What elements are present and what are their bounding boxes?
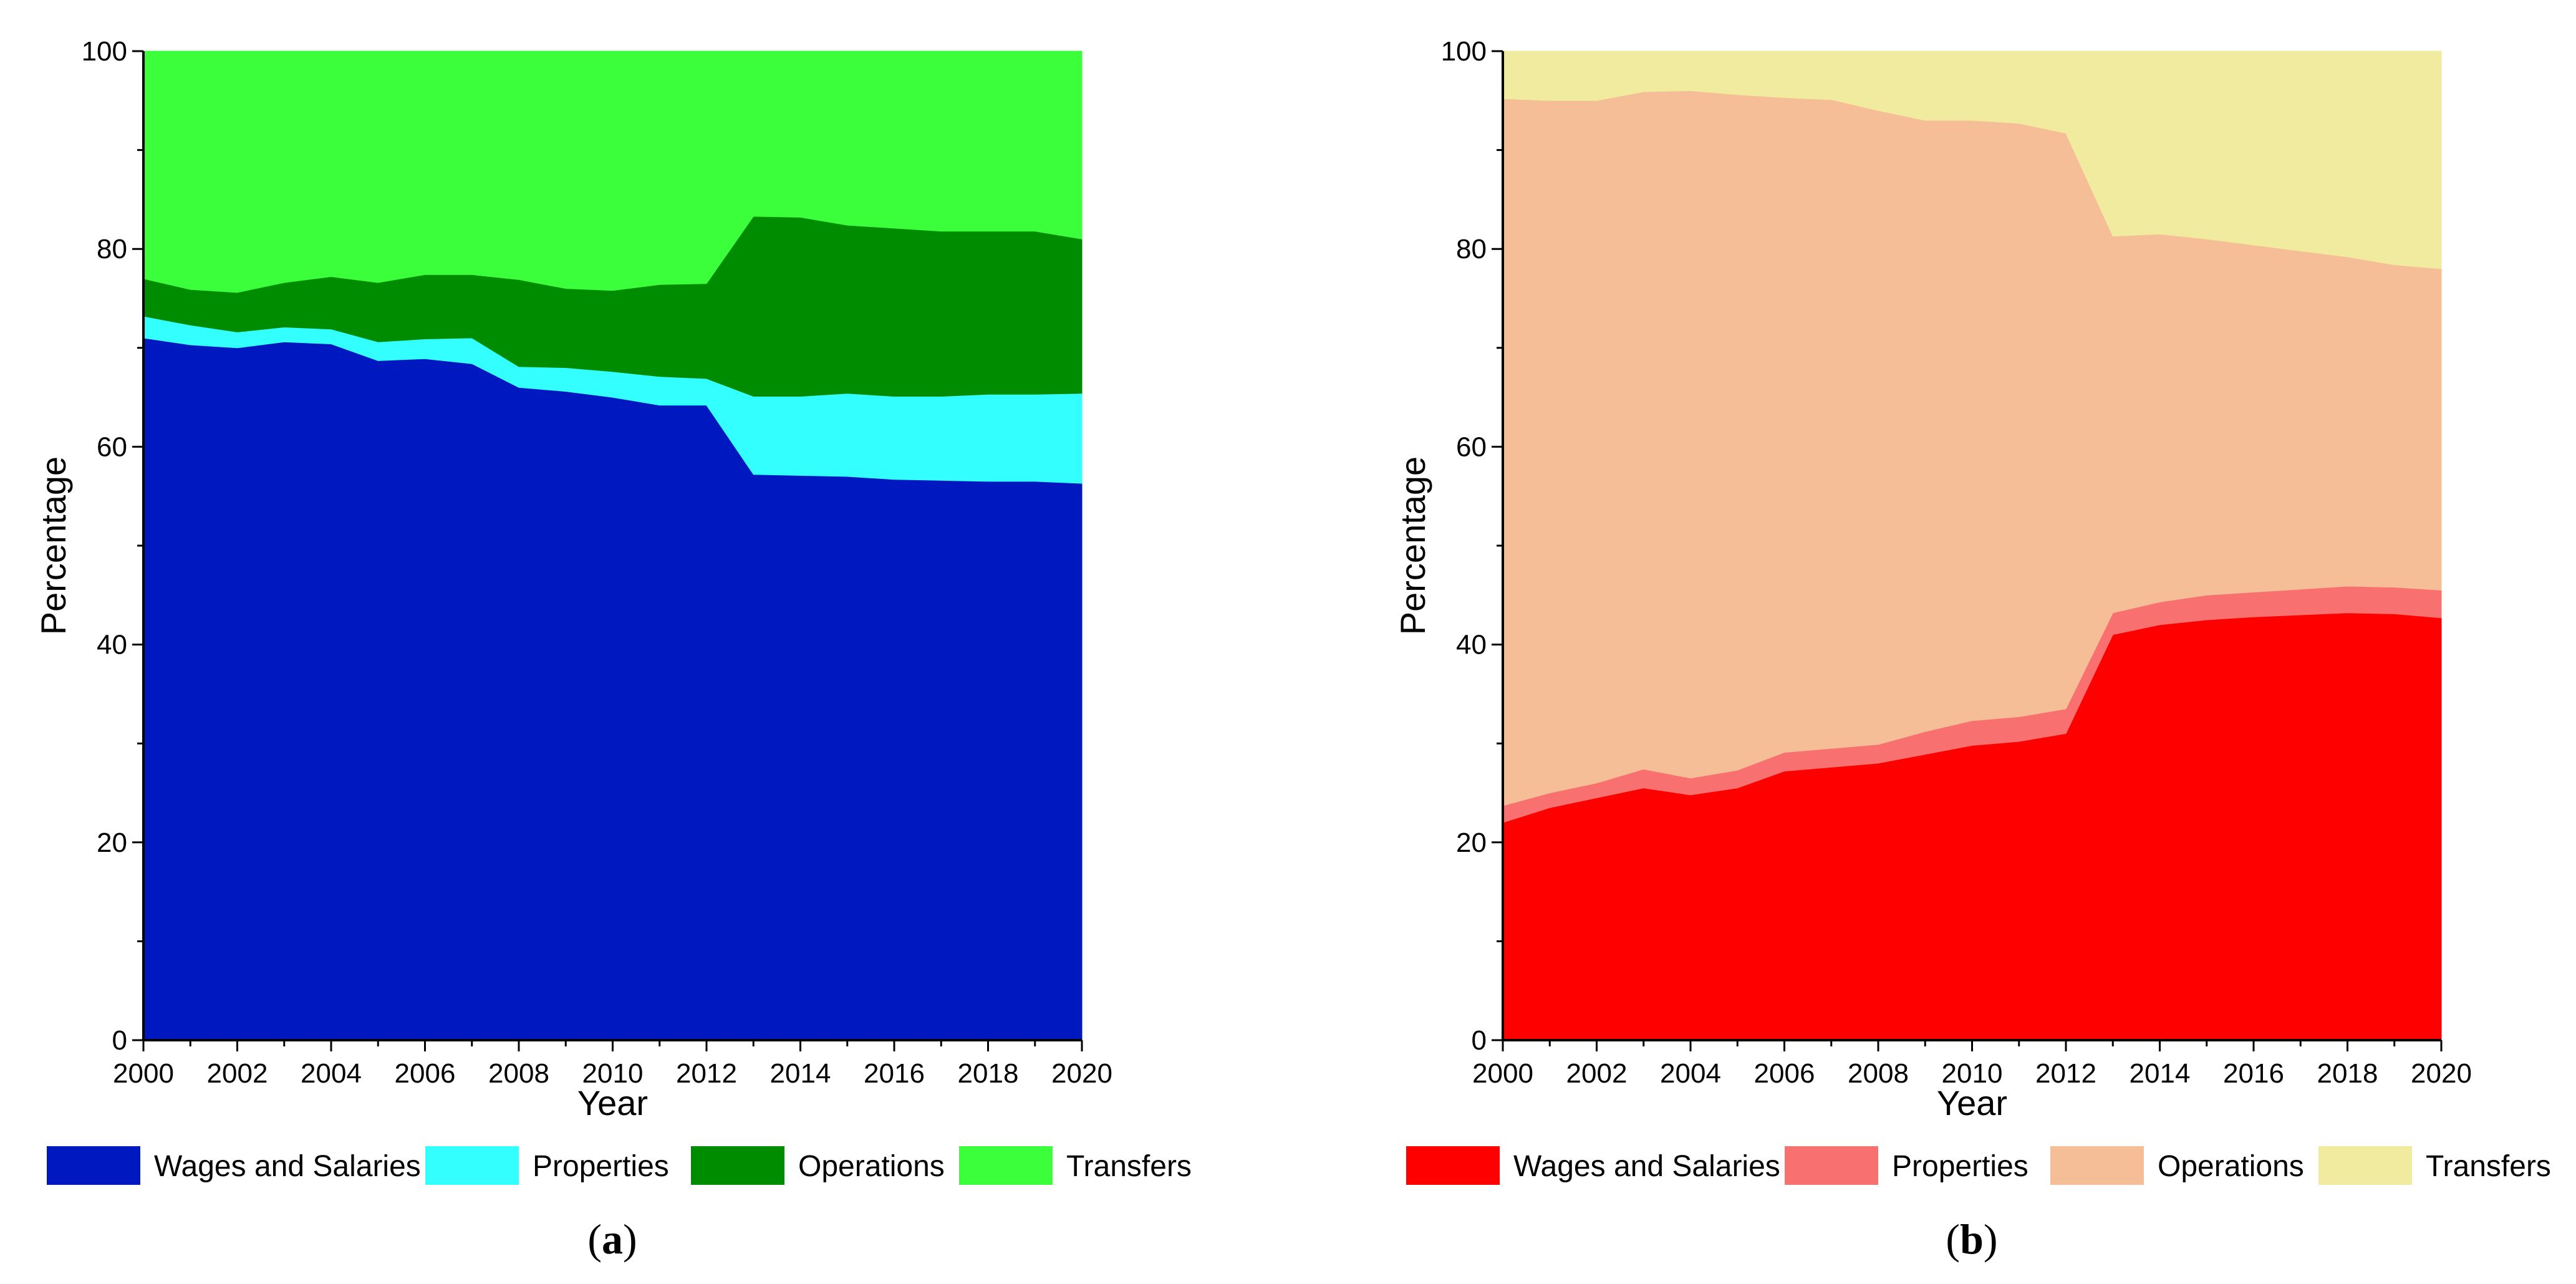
legend-label: Transfers	[1066, 1150, 1192, 1183]
x-tick-label: 2018	[958, 1058, 1019, 1089]
x-tick-label: 2020	[1051, 1058, 1112, 1089]
legend-label: Properties	[1892, 1150, 2028, 1183]
legend-swatch-transfers	[959, 1146, 1053, 1185]
legend-swatch-wages-and-salaries	[1406, 1146, 1500, 1185]
x-tick-label: 2014	[770, 1058, 831, 1089]
x-tick-label: 2010	[582, 1058, 644, 1089]
x-tick-label: 2008	[488, 1058, 549, 1089]
legend-label: Properties	[533, 1150, 669, 1183]
legend: Wages and Salaries Properties Operations Tr…	[1406, 1146, 2551, 1185]
legend-swatch-properties	[425, 1146, 519, 1185]
x-tick-label: 2004	[301, 1058, 362, 1089]
x-tick-label: 2012	[2035, 1058, 2096, 1089]
legend-swatch-operations	[2050, 1146, 2144, 1185]
y-tick-label: 60	[97, 432, 127, 462]
y-tick-label: 20	[1456, 828, 1487, 858]
legend-swatch-wages-and-salaries	[47, 1146, 140, 1185]
x-tick-label: 2014	[2130, 1058, 2191, 1089]
legend-label: Operations	[2158, 1150, 2304, 1183]
y-tick-label: 40	[1456, 630, 1487, 660]
legend-swatch-transfers	[2318, 1146, 2412, 1185]
x-tick-label: 2016	[2223, 1058, 2284, 1089]
y-tick-label: 40	[97, 630, 127, 660]
panel-label: (a)	[587, 1215, 637, 1263]
x-tick-label: 2016	[864, 1058, 925, 1089]
chart-panel-a: 0 20 40 60 80 100 2000 2002 2004 2006 2008 2010 2012…	[34, 36, 1192, 1263]
x-tick-label: 2006	[395, 1058, 456, 1089]
y-tick-label: 100	[1441, 36, 1487, 67]
y-tick-label: 100	[82, 36, 127, 67]
x-tick-label: 2006	[1754, 1058, 1815, 1089]
y-tick-label: 60	[1456, 432, 1487, 462]
chart-panel-b: 0 20 40 60 80 100 2000 2002 2004 2006 2008 2010 2012…	[1393, 36, 2551, 1263]
y-tick-label: 80	[97, 234, 127, 264]
legend-swatch-properties	[1785, 1146, 1878, 1185]
legend-label: Wages and Salaries	[154, 1150, 421, 1183]
legend-swatch-operations	[691, 1146, 784, 1185]
legend-label: Operations	[798, 1150, 945, 1183]
legend-label: Wages and Salaries	[1513, 1150, 1780, 1183]
x-tick-label: 2012	[676, 1058, 737, 1089]
panel-label: (b)	[1946, 1215, 1997, 1263]
x-tick-label: 2000	[1472, 1058, 1533, 1089]
y-axis-title: Percentage	[1393, 456, 1432, 635]
x-tick-label: 2000	[113, 1058, 174, 1089]
x-tick-label: 2008	[1848, 1058, 1909, 1089]
y-tick-label: 0	[1472, 1025, 1487, 1056]
y-tick-label: 20	[97, 828, 127, 858]
x-tick-label: 2020	[2411, 1058, 2472, 1089]
x-axis-title: Year	[1937, 1083, 2007, 1122]
area-series-transfers	[1502, 51, 2442, 269]
y-tick-label: 80	[1456, 234, 1487, 264]
legend: Wages and Salaries Properties Operations Tr…	[47, 1146, 1192, 1185]
x-tick-label: 2002	[1566, 1058, 1628, 1089]
y-axis-title: Percentage	[34, 456, 73, 635]
x-tick-label: 2018	[2317, 1058, 2378, 1089]
x-tick-label: 2004	[1660, 1058, 1721, 1089]
x-axis-title: Year	[577, 1083, 648, 1122]
legend-label: Transfers	[2426, 1150, 2551, 1183]
y-tick-label: 0	[112, 1025, 127, 1056]
x-tick-label: 2010	[1942, 1058, 2003, 1089]
x-tick-label: 2002	[207, 1058, 268, 1089]
area-series-transfers	[143, 51, 1083, 293]
